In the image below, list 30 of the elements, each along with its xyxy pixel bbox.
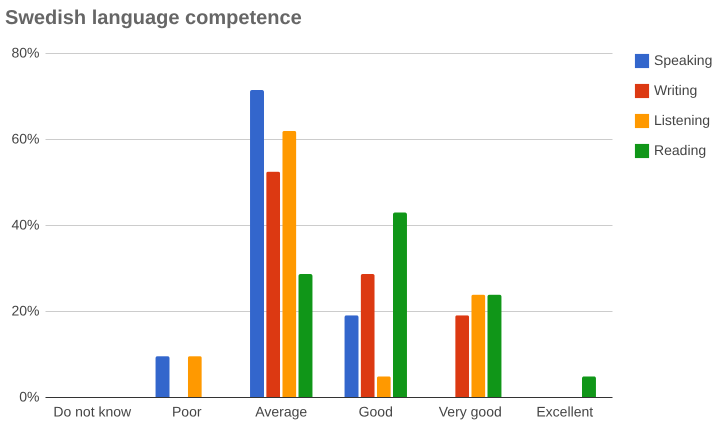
bar [156,356,170,397]
y-tick-label: 0% [19,388,40,404]
bar [360,274,375,397]
legend-label: Reading [654,142,706,158]
bar [392,212,407,397]
y-tick-label: 20% [11,302,40,318]
bar [455,315,470,397]
bar [250,90,264,397]
bar [582,376,596,397]
bar [188,356,202,397]
bar [298,274,312,397]
bar [471,294,486,397]
bar [344,315,359,397]
bar [266,172,280,397]
legend-label: Speaking [654,52,712,68]
x-tick-label: Do not know [53,404,132,420]
y-tick-label: 80% [11,44,40,60]
x-tick-label: Poor [172,404,202,420]
legend-label: Listening [654,112,710,128]
y-tick-label: 60% [11,130,40,146]
x-tick-label: Very good [438,404,502,420]
x-tick-label: Good [358,404,393,420]
chart-title: Swedish language competence [5,7,302,29]
y-tick-label: 40% [11,216,40,232]
x-tick-label: Average [255,404,308,420]
x-tick-label: Excellent [536,404,594,420]
bar [487,294,502,397]
bar [282,130,296,397]
bar [376,376,391,397]
legend-label: Writing [654,82,698,98]
